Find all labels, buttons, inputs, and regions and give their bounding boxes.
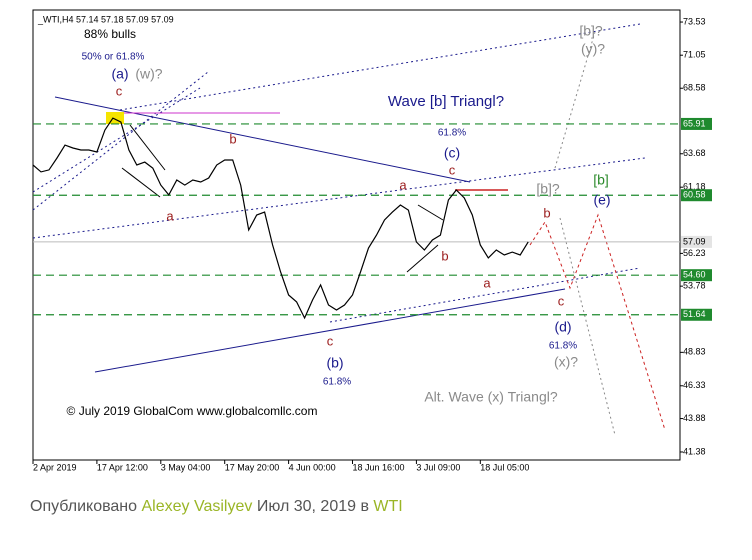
wave-line [121, 167, 161, 198]
annotation: [b]? [579, 23, 603, 39]
price-line [32, 117, 529, 320]
annotation: a [399, 177, 407, 192]
last-price-label: 57.09 [683, 236, 706, 246]
annotation: 61.8% [438, 128, 466, 139]
annotation: a [166, 208, 174, 223]
y-tick-label: 68.58 [683, 83, 706, 93]
annotation: b [441, 248, 448, 263]
chart-header: _WTI,H4 57.14 57.18 57.09 57.09 [37, 14, 174, 24]
wave-line [417, 204, 444, 221]
footer-text: Опубликовано [30, 498, 138, 515]
annotation: 61.8% [549, 341, 577, 352]
annotation: Wave [b] Triangl? [388, 93, 504, 110]
level-label: 54.60 [683, 270, 706, 280]
annotation: © July 2019 GlobalCom www.globalcomllc.c… [67, 404, 318, 418]
annotation: 88% bulls [84, 27, 136, 41]
annotation: 50% or 61.8% [82, 52, 145, 63]
y-tick-label: 48.83 [683, 347, 706, 357]
x-tick-label: 3 May 04:00 [161, 462, 211, 472]
annotation: a [483, 275, 491, 290]
x-tick-label: 2 Apr 2019 [33, 462, 77, 472]
level-tag [681, 189, 712, 202]
author-link[interactable]: Alexey Vasilyev [141, 498, 253, 515]
footer-text: Июл 30, 2019 в [256, 498, 369, 515]
x-tick-label: 18 Jun 16:00 [353, 462, 405, 472]
projection [554, 31, 596, 169]
trend-line [54, 96, 471, 183]
x-tick-label: 17 May 20:00 [225, 462, 280, 472]
annotation: (d) [554, 319, 571, 335]
channel-line [32, 71, 209, 211]
wave-line [129, 124, 166, 171]
annotation: (x)? [554, 354, 578, 370]
y-tick-label: 63.68 [683, 148, 706, 158]
annotation: (e) [593, 192, 610, 208]
annotation: c [327, 333, 334, 348]
y-tick-label: 71.05 [683, 50, 706, 60]
y-tick-label: 43.88 [683, 413, 706, 423]
trend-lines [32, 23, 666, 436]
projection [529, 213, 666, 431]
annotation: (b) [326, 355, 343, 371]
level-label: 65.91 [683, 118, 706, 128]
y-tick-label: 56.23 [683, 248, 706, 258]
symbol-link[interactable]: WTI [373, 498, 403, 515]
annotation: (a) [111, 66, 128, 82]
projection [559, 217, 616, 436]
x-tick-label: 4 Jun 00:00 [289, 462, 336, 472]
x-tick-label: 17 Apr 12:00 [97, 462, 148, 472]
plot-frame [32, 9, 681, 461]
annotation: (c) [444, 145, 460, 161]
x-tick-label: 18 Jul 05:00 [480, 462, 529, 472]
annotation: (y)? [581, 41, 605, 57]
annotation: Alt. Wave (x) Triangl? [424, 389, 558, 405]
y-tick-label: 61.18 [683, 182, 706, 192]
annotation: [b]? [536, 181, 560, 197]
annotation: 61.8% [323, 377, 351, 388]
last-price-tag [681, 235, 712, 248]
level-tag [681, 269, 712, 282]
annotation: b [543, 205, 550, 220]
y-tick-label: 73.53 [683, 16, 706, 26]
chart: _WTI,H4 57.14 57.18 57.09 57.09 73.53 71.… [32, 9, 712, 472]
annotation: (w)? [135, 66, 162, 82]
annotation: c [558, 293, 565, 308]
level-tag [681, 117, 712, 130]
x-tick-label: 3 Jul 09:00 [416, 462, 460, 472]
annotation: c [449, 162, 456, 177]
level-label: 51.64 [683, 309, 706, 319]
y-tick-label: 46.33 [683, 380, 706, 390]
level-tag [681, 308, 712, 321]
trend-line [94, 288, 566, 373]
y-tick-label: 53.78 [683, 281, 706, 291]
annotation: b [229, 131, 236, 146]
annotation: c [116, 83, 123, 98]
annotation: [b] [593, 172, 609, 188]
wave-line [406, 244, 439, 273]
level-label: 60.58 [683, 190, 706, 200]
footer: Опубликовано Alexey Vasilyev Июл 30, 201… [30, 498, 403, 516]
y-tick-label: 41.38 [683, 446, 706, 456]
